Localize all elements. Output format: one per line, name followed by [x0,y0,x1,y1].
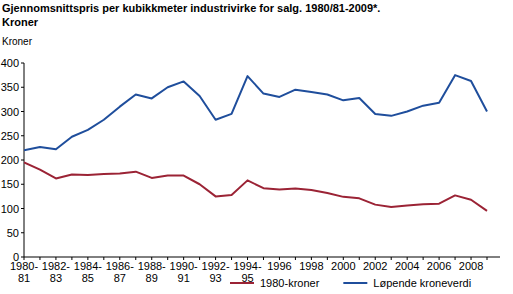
legend-swatch [343,282,367,284]
x-tick-label: 1982-83 [42,260,70,284]
x-tick [167,257,168,260]
x-tick-label: 1994-95 [233,260,261,284]
x-tick-label: 1992-93 [202,260,230,284]
y-tick-label: 250 [1,130,19,142]
x-tick [391,257,392,260]
x-tick [295,257,296,260]
series-line [24,75,487,150]
x-tick [231,257,232,260]
x-tick [455,257,456,260]
x-tick [359,257,360,260]
x-axis [24,257,500,258]
series-line [24,162,487,211]
x-tick [423,257,424,260]
x-tick [71,257,72,260]
y-tick-label: 300 [1,106,19,118]
x-tick-label: 1998 [299,260,323,272]
chart: Gjennomsnittspris per kubikkmeter indust… [0,0,513,294]
x-tick-label: 1988-89 [138,260,166,284]
x-tick [487,257,488,260]
x-tick [103,257,104,260]
x-tick-label: 2004 [395,260,419,272]
title: Gjennomsnittspris per kubikkmeter indust… [2,2,380,14]
x-tick-label: 2008 [459,260,483,272]
plot-area [24,75,487,211]
x-tick-label: 1980-81 [10,260,38,284]
x-tick-label: 1996 [267,260,291,272]
y-tick-label: 50 [7,227,19,239]
y-tick-label: 100 [1,203,19,215]
y-tick-label: 150 [1,178,19,190]
legend-label: Løpende kroneverdi [373,277,471,289]
x-tick [39,257,40,260]
y-tick-label: 350 [1,81,19,93]
subtitle: Kroner [2,16,39,28]
y-tick-label: 200 [1,154,19,166]
y-axis [24,63,25,257]
x-tick [263,257,264,260]
y-label: Kroner [2,36,33,47]
x-tick-label: 2000 [331,260,355,272]
legend-label: 1980-kroner [260,277,320,289]
x-tick-label: 1990-91 [170,260,198,284]
x-tick-label: 1984-85 [74,260,102,284]
x-tick [199,257,200,260]
x-tick-label: 1986-87 [106,260,134,284]
x-tick [327,257,328,260]
x-tick-label: 2002 [363,260,387,272]
y-tick-label: 400 [1,57,19,69]
legend-swatch [230,282,254,284]
x-tick-label: 2006 [427,260,451,272]
x-tick [135,257,136,260]
